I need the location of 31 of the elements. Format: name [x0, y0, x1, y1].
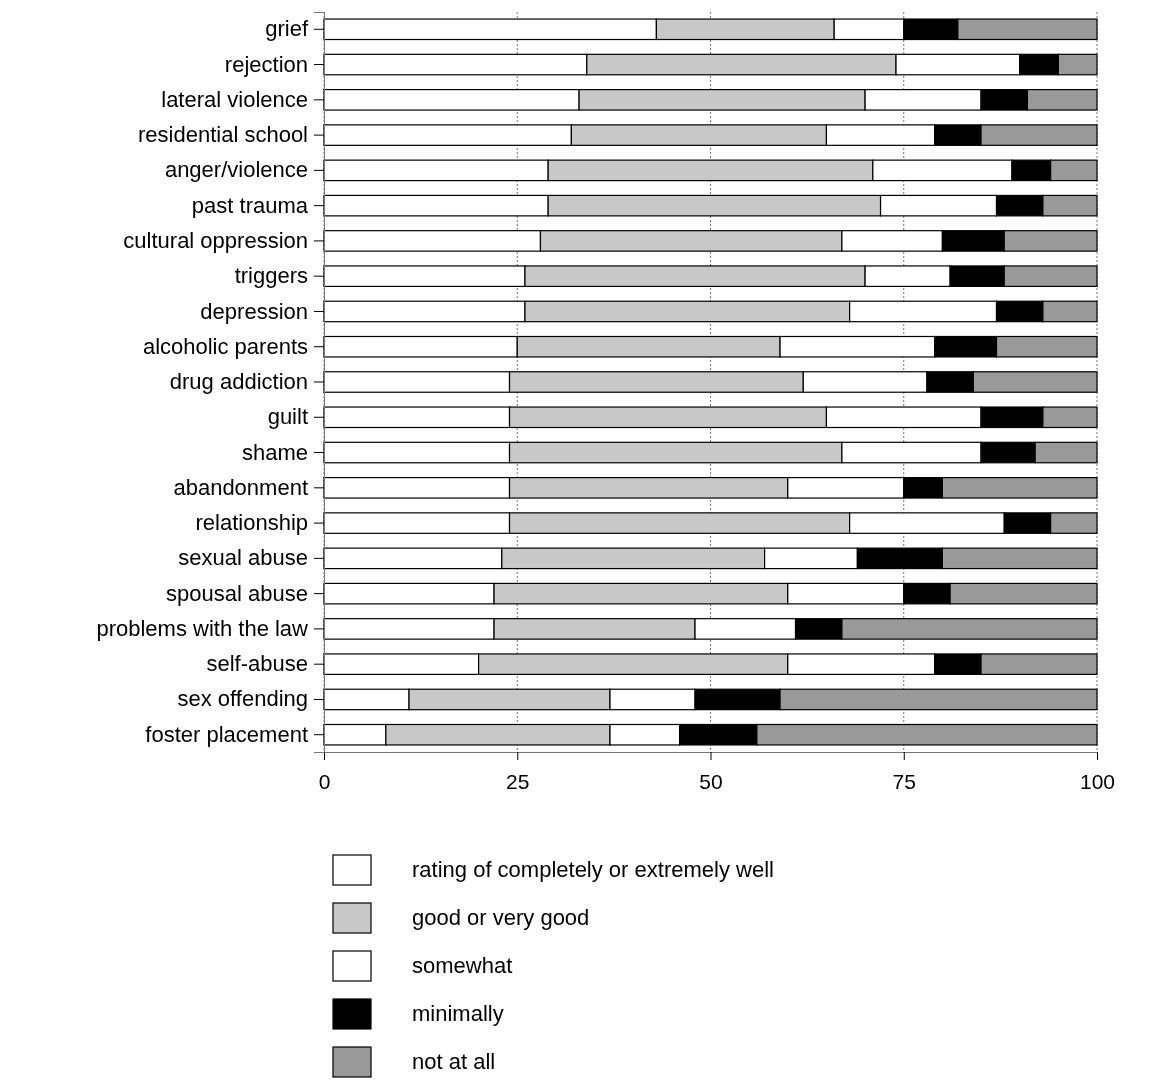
y-tick-label: rejection [224, 51, 308, 77]
x-tick-label: 100 [1079, 769, 1116, 793]
y-tick-label: foster placement [145, 721, 308, 747]
y-tick-label: problems with the law [96, 615, 309, 641]
x-tick-label: 0 [318, 769, 331, 793]
legend-label: somewhat [412, 953, 513, 978]
y-tick-label: cultural oppression [123, 227, 308, 253]
x-tick-label: 75 [892, 769, 916, 793]
legend-label: good or very good [412, 905, 590, 930]
y-tick-label: residential school [138, 122, 308, 148]
y-tick-label: grief [265, 16, 309, 42]
y-tick-label: guilt [267, 404, 308, 430]
y-tick-label: self-abuse [206, 651, 308, 677]
y-tick-label: abandonment [173, 474, 308, 500]
y-tick-label: triggers [234, 263, 308, 289]
y-tick-label: relationship [195, 510, 308, 536]
x-tick-label: 25 [506, 769, 530, 793]
y-tick-label: sex offending [177, 686, 308, 712]
legend-label: rating of completely or extremely well [412, 857, 774, 882]
y-tick-label: past trauma [191, 192, 309, 218]
legend-label: not at all [412, 1049, 496, 1074]
y-tick-label: anger/violence [164, 157, 308, 183]
y-tick-label: shame [241, 439, 308, 465]
legend-label: minimally [412, 1001, 504, 1026]
x-tick-label: 50 [699, 769, 723, 793]
y-tick-label: lateral violence [161, 86, 308, 112]
y-tick-label: spousal abuse [166, 580, 308, 606]
y-tick-label: alcoholic parents [142, 333, 308, 359]
y-tick-label: drug addiction [169, 369, 308, 395]
y-tick-label: depression [200, 298, 308, 324]
y-tick-label: sexual abuse [178, 545, 308, 571]
